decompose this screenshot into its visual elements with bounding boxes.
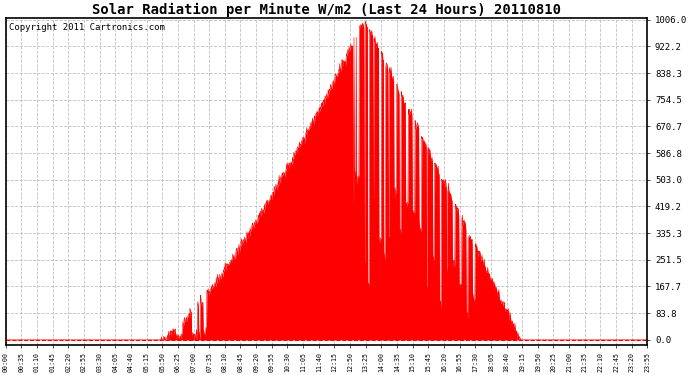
Text: Copyright 2011 Cartronics.com: Copyright 2011 Cartronics.com	[9, 23, 165, 32]
Title: Solar Radiation per Minute W/m2 (Last 24 Hours) 20110810: Solar Radiation per Minute W/m2 (Last 24…	[92, 3, 561, 17]
